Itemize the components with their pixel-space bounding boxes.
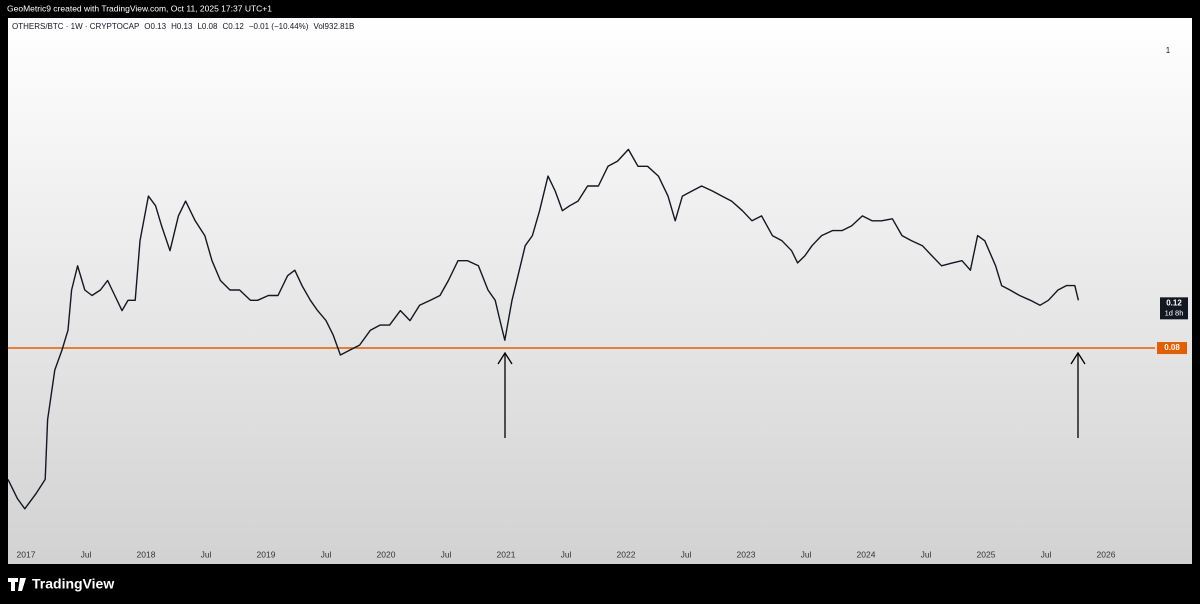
legend-item: O0.13	[144, 22, 166, 31]
x-tick-label: Jul	[201, 549, 212, 559]
countdown-label: 1d 8h	[1165, 308, 1184, 317]
arrows	[497, 351, 1086, 438]
legend-item: L0.08	[197, 22, 218, 31]
last-price-label: 0.12	[1166, 298, 1182, 307]
x-tick-label: Jul	[921, 549, 932, 559]
x-tick-label: Jul	[681, 549, 692, 559]
x-tick-label: 2017	[17, 549, 36, 559]
x-tick-label: 2018	[137, 549, 156, 559]
brand-name: TradingView	[32, 576, 114, 592]
header-text: GeoMetric9 created with TradingView.com,…	[7, 3, 272, 13]
x-tick-label: Jul	[321, 549, 332, 559]
legend-item: −0.01 (−10.44%)	[249, 22, 309, 31]
legend-item: C0.12	[222, 22, 244, 31]
plot: OTHERS/BTC · 1W · CRYPTOCAP O0.13 H0.13 L0.…	[7, 22, 1188, 559]
x-tick-label: 2022	[617, 549, 636, 559]
y-tick-label: 1	[1166, 46, 1171, 55]
x-tick-label: 2025	[977, 549, 996, 559]
x-tick-label: Jul	[561, 549, 572, 559]
x-tick-label: 2024	[857, 549, 876, 559]
legend: OTHERS/BTC · 1W · CRYPTOCAP O0.13 H0.13 L0.…	[12, 22, 354, 31]
x-tick-label: Jul	[441, 549, 452, 559]
brand-logo	[8, 578, 26, 591]
x-tick-label: 2021	[497, 549, 516, 559]
legend-item: OTHERS/BTC · 1W · CRYPTOCAP	[12, 22, 139, 31]
arrow-head	[497, 351, 513, 365]
arrow-head	[1070, 351, 1086, 365]
level-label-box	[1157, 342, 1187, 355]
x-tick-label: Jul	[1041, 549, 1052, 559]
x-tick-label: 2026	[1097, 549, 1116, 559]
x-tick-label: Jul	[801, 549, 812, 559]
legend-item: Vol932.81B	[313, 22, 354, 31]
x-tick-label: 2019	[257, 549, 276, 559]
brand: TradingView	[8, 576, 114, 592]
level-label: 0.08	[1164, 343, 1180, 352]
x-tick-label: Jul	[81, 549, 92, 559]
chart-area	[8, 18, 1192, 564]
x-tick-label: 2023	[737, 549, 756, 559]
last-price-box	[1160, 297, 1188, 320]
legend-item: H0.13	[171, 22, 193, 31]
x-tick-label: 2020	[377, 549, 396, 559]
price-line	[7, 148, 1080, 510]
